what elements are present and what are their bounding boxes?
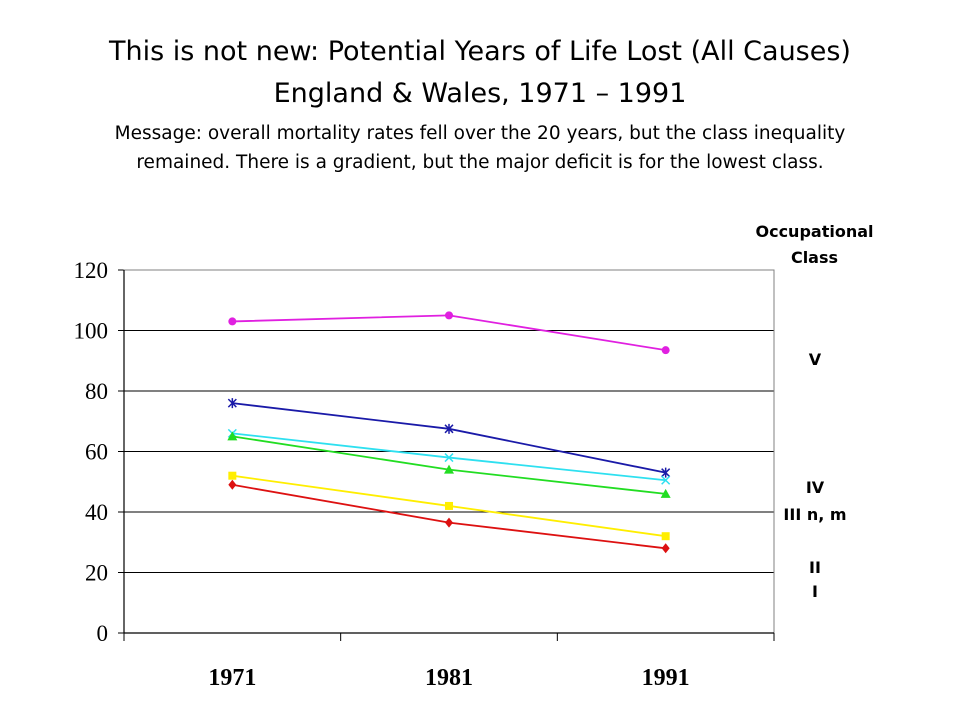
data-point-v-1981 bbox=[445, 311, 453, 320]
x-tick-label-1981: 1981 bbox=[425, 665, 473, 691]
x-tick-label-1991: 1991 bbox=[642, 665, 690, 691]
class-label-i: I bbox=[812, 582, 818, 601]
y-tick-label-100: 100 bbox=[74, 319, 109, 344]
y-tick-label-120: 120 bbox=[74, 258, 109, 283]
y-tick-label-20: 20 bbox=[85, 561, 108, 586]
data-point-iii-n-1991 bbox=[661, 475, 671, 485]
data-point-i-1991 bbox=[661, 543, 670, 554]
data-point-i-1971 bbox=[228, 479, 237, 490]
series-line-v bbox=[232, 314, 666, 352]
class-label-iii: III n, m bbox=[783, 505, 847, 524]
class-label-v: V bbox=[808, 350, 822, 369]
chart-title: This is not new: Potential Years of Life… bbox=[109, 36, 851, 67]
data-point-iv-1971 bbox=[227, 398, 237, 409]
y-tick-label-60: 60 bbox=[85, 440, 108, 465]
legend-title-occupational: Occupational bbox=[755, 222, 874, 241]
chart-subtitle: England & Wales, 1971 – 1991 bbox=[273, 78, 687, 109]
class-label-ii: II bbox=[809, 558, 821, 577]
class-label-iv: IV bbox=[805, 478, 825, 497]
message-line-2: remained. There is a gradient, but the m… bbox=[136, 152, 824, 173]
message-line-1: Message: overall mortality rates fell ov… bbox=[114, 123, 846, 144]
series-line-iv bbox=[232, 402, 666, 474]
data-point-ii-1991 bbox=[661, 532, 670, 541]
data-point-iv-1981 bbox=[444, 423, 454, 434]
data-point-iii-m-1981 bbox=[444, 464, 454, 474]
x-tick-label-1971: 1971 bbox=[208, 665, 256, 691]
y-tick-label-0: 0 bbox=[97, 621, 109, 646]
data-point-ii-1981 bbox=[445, 501, 453, 510]
data-point-iv-1991 bbox=[661, 467, 671, 478]
data-point-iii-m-1971 bbox=[227, 431, 238, 441]
data-point-i-1981 bbox=[445, 517, 453, 528]
data-point-ii-1971 bbox=[228, 471, 237, 480]
data-point-v-1971 bbox=[228, 317, 237, 326]
data-point-iii-n-1981 bbox=[444, 453, 454, 463]
y-tick-label-80: 80 bbox=[85, 379, 108, 404]
y-tick-label-40: 40 bbox=[85, 500, 108, 525]
data-point-v-1991 bbox=[661, 346, 670, 355]
legend-title-class: Class bbox=[790, 248, 839, 267]
data-point-iii-m-1991 bbox=[660, 488, 671, 498]
series-line-i bbox=[232, 483, 666, 550]
